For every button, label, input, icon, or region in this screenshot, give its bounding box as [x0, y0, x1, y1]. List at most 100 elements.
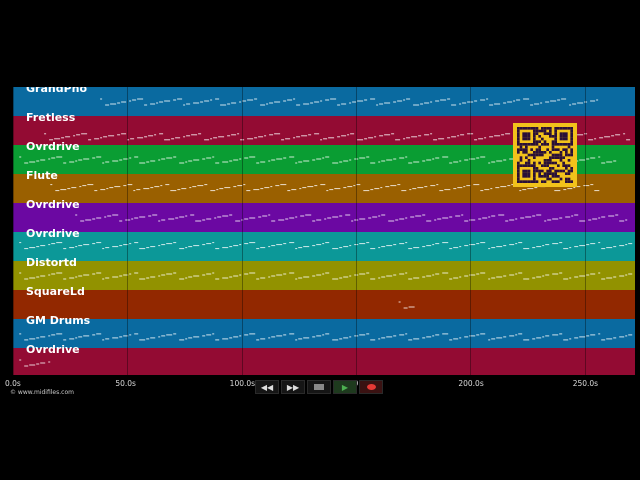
note [254, 98, 258, 100]
note [530, 104, 534, 106]
track-lane[interactable]: GrandPno [13, 87, 635, 116]
note [432, 244, 435, 246]
note [105, 247, 110, 249]
note [40, 336, 46, 338]
note [515, 243, 518, 245]
note [381, 246, 386, 248]
note [29, 338, 36, 340]
note [412, 188, 417, 190]
note [545, 244, 550, 246]
note [139, 278, 146, 280]
note [453, 247, 459, 249]
note [159, 133, 164, 135]
track-lane[interactable]: Ovrdrive [13, 198, 635, 232]
note [206, 334, 212, 336]
note [150, 103, 156, 105]
note [491, 277, 496, 279]
note [381, 276, 386, 278]
note [391, 133, 395, 135]
note [161, 335, 166, 337]
note [476, 157, 480, 159]
note [523, 248, 530, 250]
track-name: Ovrdrive [26, 343, 80, 356]
note [339, 161, 343, 163]
note [247, 138, 254, 140]
track-lane[interactable]: SquareLd [13, 285, 635, 319]
note [220, 104, 227, 106]
note [523, 278, 530, 280]
note [590, 273, 596, 275]
note [296, 136, 301, 138]
fast-forward-icon: ▶▶ [286, 382, 300, 392]
note [78, 245, 83, 247]
track-lane[interactable]: Distortd [13, 256, 635, 290]
track-name: SquareLd [26, 285, 85, 298]
note [366, 242, 370, 244]
note [590, 243, 596, 245]
track-lane[interactable]: Ovrdrive [13, 227, 635, 261]
note [332, 162, 339, 164]
note [349, 275, 352, 277]
stop-button[interactable] [307, 380, 331, 394]
fast-forward-button[interactable]: ▶▶ [281, 380, 305, 394]
note [505, 133, 511, 135]
note [218, 136, 225, 138]
note [49, 139, 54, 141]
note [403, 138, 406, 140]
note [204, 100, 210, 102]
note [449, 278, 453, 280]
note [542, 275, 545, 277]
note [152, 214, 158, 216]
note [322, 273, 325, 275]
note [332, 216, 339, 218]
note [464, 245, 469, 247]
note [102, 278, 105, 280]
note [166, 273, 173, 275]
copyright-text: © www.midifiles.com [10, 389, 74, 396]
note [328, 137, 335, 139]
note [188, 160, 193, 162]
note [469, 219, 476, 221]
note [552, 273, 559, 275]
note [406, 98, 411, 100]
play-button[interactable]: ▶ [333, 380, 357, 394]
record-button[interactable] [359, 380, 383, 394]
note [326, 190, 329, 192]
rewind-icon: ◀◀ [260, 382, 274, 392]
note [574, 276, 579, 278]
note [158, 245, 161, 247]
rewind-button[interactable]: ◀◀ [255, 380, 279, 394]
note [260, 104, 266, 106]
note [19, 156, 22, 158]
note [381, 337, 386, 339]
note [536, 337, 542, 339]
note [63, 248, 67, 250]
time-tick-label: 200.0s [458, 379, 484, 388]
note [222, 277, 229, 279]
track-lane[interactable]: Ovrdrive [13, 343, 635, 375]
note [378, 338, 381, 340]
note [260, 338, 266, 340]
note [215, 278, 220, 280]
note [271, 220, 276, 222]
note [559, 272, 563, 274]
note [347, 134, 350, 136]
note [408, 306, 415, 308]
note [158, 159, 161, 161]
note [579, 275, 586, 277]
track-lane[interactable]: GM Drums [13, 314, 635, 348]
note [552, 334, 559, 336]
note [408, 278, 413, 280]
note [285, 218, 289, 220]
note [190, 214, 195, 216]
note [413, 161, 420, 163]
note [598, 272, 601, 274]
note [206, 218, 212, 220]
note [133, 190, 136, 192]
note [132, 99, 137, 101]
note [403, 99, 406, 101]
note [146, 338, 150, 340]
note [75, 160, 78, 162]
note [195, 220, 202, 222]
note [260, 277, 266, 279]
